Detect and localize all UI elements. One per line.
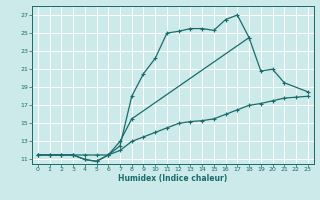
X-axis label: Humidex (Indice chaleur): Humidex (Indice chaleur) bbox=[118, 174, 228, 183]
